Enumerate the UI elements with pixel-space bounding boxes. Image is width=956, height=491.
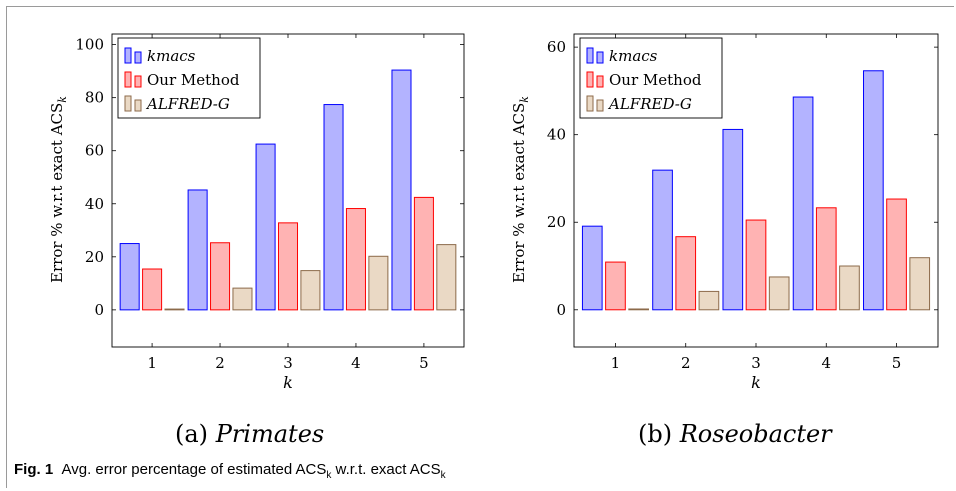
legend-label: ALFRED-G	[607, 95, 692, 113]
legend-swatch	[124, 47, 132, 64]
bar-our-method	[345, 208, 366, 311]
bar-kmacs	[119, 243, 140, 311]
bar-kmacs	[187, 189, 208, 311]
y-tick-label: 80	[85, 89, 104, 107]
y-tick-label: 60	[85, 142, 104, 160]
bar-our-method	[815, 207, 837, 311]
y-tick-label: 100	[75, 36, 104, 54]
bar-our-method	[210, 242, 231, 311]
bar-alfred-g	[768, 276, 790, 311]
x-tick-label: 1	[611, 354, 621, 372]
bar-kmacs	[391, 69, 412, 311]
bar-our-method	[675, 236, 697, 311]
figure-caption: Fig. 1 Avg. error percentage of estimate…	[14, 461, 446, 481]
bar-our-method	[605, 261, 626, 311]
x-tick-label: 5	[419, 354, 429, 372]
legend-box	[117, 37, 261, 119]
bar-alfred-g	[368, 255, 389, 311]
y-tick-label: 20	[85, 248, 104, 266]
bar-our-method	[745, 219, 767, 311]
x-axis-label: k	[751, 373, 761, 392]
bar-alfred-g	[839, 265, 860, 311]
bar-kmacs	[581, 225, 603, 311]
legend-label: Our Method	[147, 71, 240, 89]
bar-our-method	[413, 196, 434, 311]
bar-alfred-g	[232, 287, 253, 311]
legend-swatch	[124, 71, 132, 88]
legend-swatch	[134, 51, 142, 64]
legend-swatch	[596, 75, 604, 88]
bar-alfred-g	[698, 290, 720, 311]
bar-our-method	[142, 268, 163, 311]
y-tick-label: 60	[547, 38, 566, 56]
bar-kmacs	[792, 96, 814, 311]
bar-alfred-g	[436, 244, 457, 311]
legend-label: kmacs	[609, 47, 658, 65]
x-tick-label: 4	[351, 354, 361, 372]
bar-kmacs	[863, 70, 884, 311]
x-tick-label: 3	[283, 354, 293, 372]
y-axis-label: Error % w.r.t exact ACSk	[48, 96, 69, 283]
legend-label: ALFRED-G	[145, 95, 230, 113]
x-tick-label: 4	[821, 354, 831, 372]
legend-swatch	[124, 95, 132, 112]
subcaption-roseobacter: (b) Roseobacter	[638, 420, 832, 448]
y-axis-label: Error % w.r.t exact ACSk	[510, 96, 531, 283]
x-tick-label: 2	[681, 354, 691, 372]
y-tick-label: 40	[85, 195, 104, 213]
figure-frame	[6, 6, 954, 488]
x-axis-label: k	[283, 373, 293, 392]
x-tick-label: 3	[751, 354, 761, 372]
legend-box	[579, 37, 723, 119]
x-tick-label: 1	[147, 354, 157, 372]
legend-swatch	[586, 47, 594, 64]
bar-our-method	[886, 198, 907, 311]
bar-kmacs	[255, 143, 276, 311]
figure-label: Fig. 1	[14, 461, 54, 478]
x-tick-label: 2	[215, 354, 225, 372]
bar-kmacs	[323, 104, 344, 311]
bar-kmacs	[722, 128, 744, 311]
legend-swatch	[596, 51, 604, 64]
bar-alfred-g	[628, 308, 649, 311]
legend-label: kmacs	[147, 47, 196, 65]
bar-our-method	[277, 222, 299, 311]
y-tick-label: 40	[547, 126, 566, 144]
legend-label: Our Method	[609, 71, 702, 89]
bar-alfred-g	[909, 257, 931, 311]
legend-swatch	[134, 75, 142, 88]
bar-alfred-g	[300, 270, 321, 311]
subcaption-primates: (a) Primates	[175, 420, 325, 448]
bar-kmacs	[652, 169, 673, 311]
legend-swatch	[596, 99, 604, 112]
y-tick-label: 20	[547, 213, 566, 231]
y-tick-label: 0	[94, 301, 104, 319]
y-tick-label: 0	[556, 301, 566, 319]
bar-alfred-g	[164, 308, 185, 311]
legend-swatch	[134, 99, 142, 112]
legend-swatch	[586, 71, 594, 88]
x-tick-label: 5	[892, 354, 902, 372]
legend-swatch	[586, 95, 594, 112]
